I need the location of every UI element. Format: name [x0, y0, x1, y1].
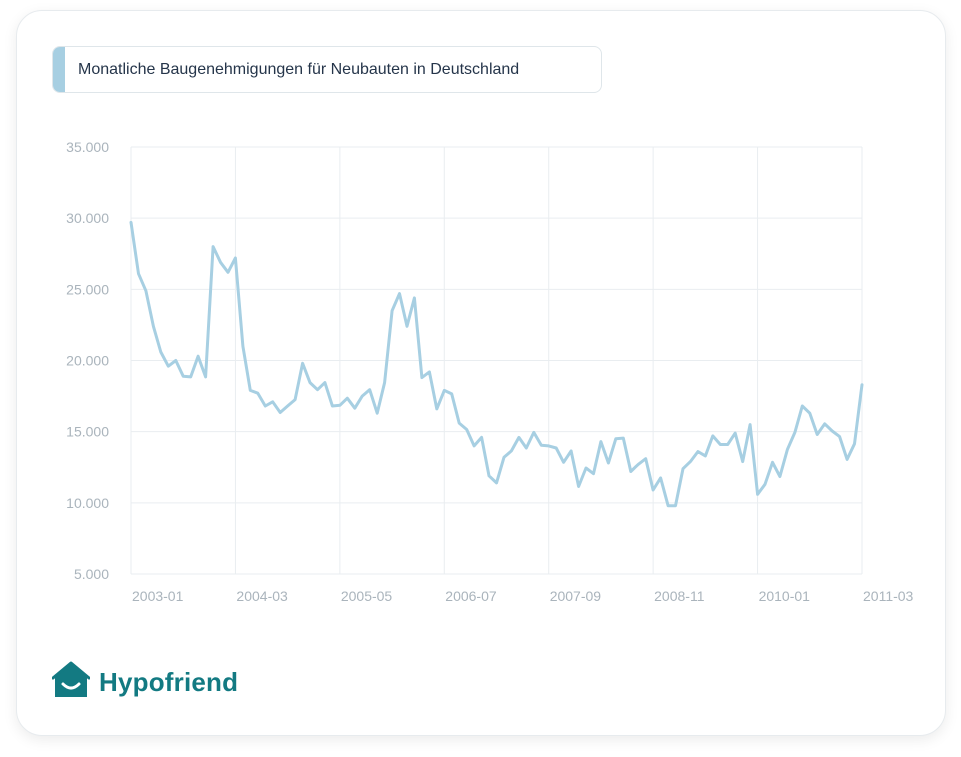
x-tick-label: 2008-11	[654, 588, 705, 604]
y-tick-label: 25.000	[66, 281, 109, 297]
y-tick-label: 35.000	[66, 139, 109, 155]
series-line	[129, 220, 864, 508]
brand-name: Hypofriend	[99, 667, 239, 697]
chart-title: Monatliche Baugenehmigungen für Neubaute…	[78, 61, 520, 78]
x-tick-label: 2003-01	[132, 588, 184, 604]
chart-title-box: Monatliche Baugenehmigungen für Neubaute…	[52, 46, 602, 93]
y-tick-label: 10.000	[66, 495, 109, 511]
y-tick-label: 5.000	[74, 566, 109, 582]
y-tick-label: 30.000	[66, 210, 109, 226]
x-tick-label: 2004-03	[236, 588, 288, 604]
house-smile-icon	[52, 661, 90, 697]
x-tick-label: 2011-03	[863, 588, 914, 604]
x-tick-label: 2005-05	[341, 588, 393, 604]
x-tick-label: 2006-07	[445, 588, 497, 604]
y-tick-label: 15.000	[66, 424, 109, 440]
x-tick-label: 2010-01	[759, 588, 811, 604]
y-tick-label: 20.000	[66, 353, 109, 369]
title-accent-bar	[53, 47, 65, 92]
chart-card	[16, 10, 946, 736]
x-tick-label: 2007-09	[550, 588, 602, 604]
